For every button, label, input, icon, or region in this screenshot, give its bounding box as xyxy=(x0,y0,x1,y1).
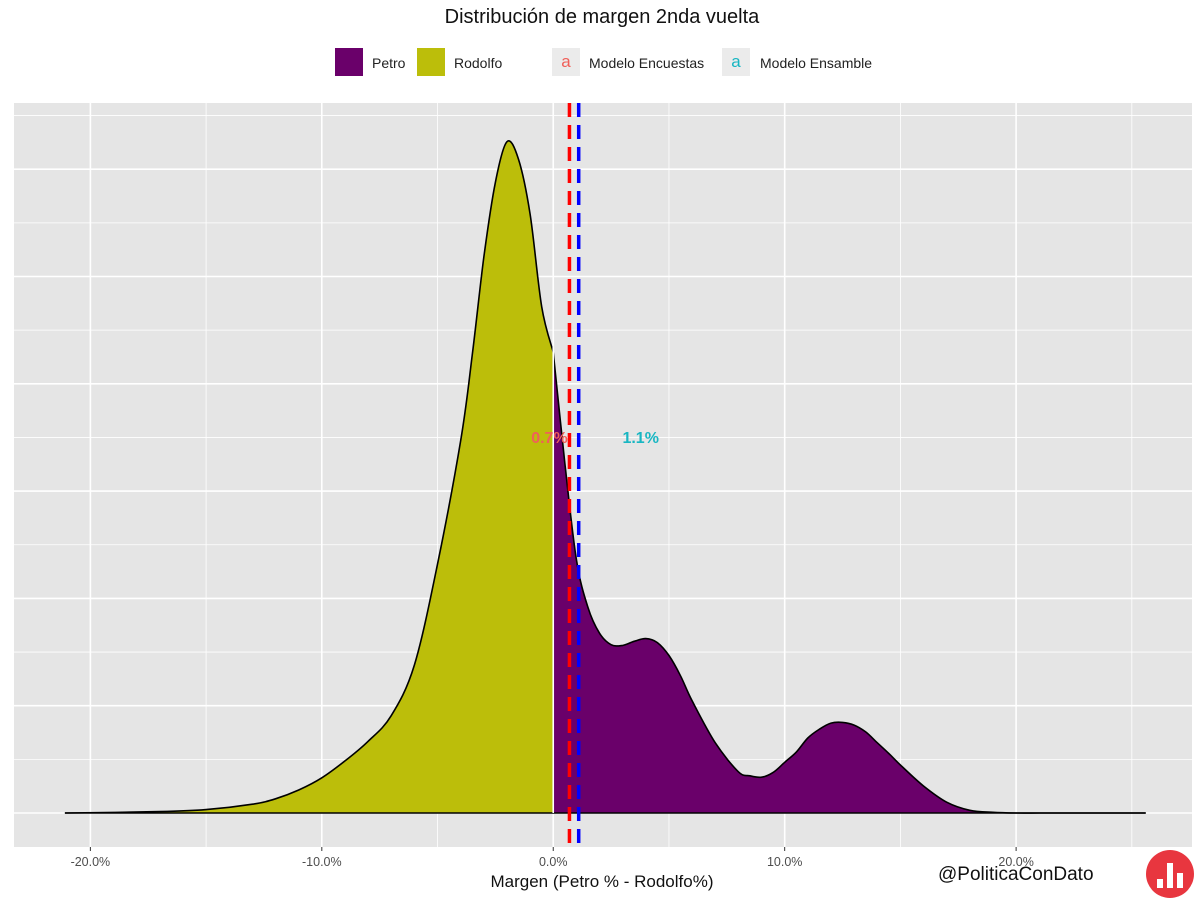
credit-handle: @PoliticaConDato xyxy=(938,864,1094,885)
politica-con-dato-logo-icon xyxy=(1146,850,1194,898)
legend-label-rodolfo: Rodolfo xyxy=(454,55,503,71)
x-tick-label: 10.0% xyxy=(767,855,802,869)
x-tick-label: 20.0% xyxy=(998,855,1033,869)
legend-key-modelo-encuestas: a xyxy=(552,48,580,76)
legend-label-modelo-encuestas: Modelo Encuestas xyxy=(589,55,705,71)
area-rodolfo xyxy=(64,140,554,813)
outline-rodolfo xyxy=(64,140,554,814)
reference-labels: 0.7% 1.1% xyxy=(531,430,659,447)
legend-label-petro: Petro xyxy=(372,55,406,71)
legend-key-modelo-ensamble: a xyxy=(722,48,750,76)
x-axis-label: Margen (Petro % - Rodolfo%) xyxy=(490,872,714,891)
reference-lines xyxy=(567,103,581,847)
chart-title: Distribución de margen 2nda vuelta xyxy=(444,6,760,28)
legend-label-modelo-ensamble: Modelo Ensamble xyxy=(760,55,873,71)
legend-swatch-rodolfo xyxy=(417,48,445,76)
area-petro xyxy=(553,352,1146,814)
legend-swatch-petro xyxy=(335,48,363,76)
outline-petro xyxy=(552,351,1146,814)
vline-label-modelo-encuestas: 0.7% xyxy=(531,430,567,447)
vline-label-modelo-ensamble: 1.1% xyxy=(622,430,658,447)
x-tick-label: -20.0% xyxy=(71,855,111,869)
x-tick-label: 0.0% xyxy=(539,855,568,869)
density-areas xyxy=(64,140,1146,814)
x-axis-ticks: -20.0% -10.0% 0.0% 10.0% 20.0% xyxy=(71,847,1034,869)
x-tick-label: -10.0% xyxy=(302,855,342,869)
